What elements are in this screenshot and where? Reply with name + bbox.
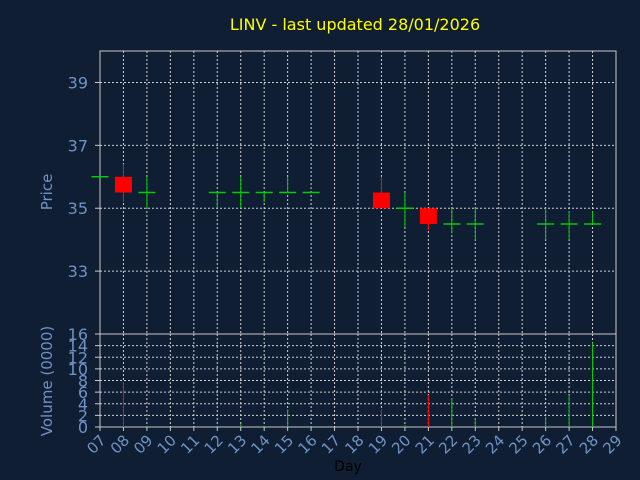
volume-tick-label: 6 [78, 383, 88, 402]
volume-tick-label: 0 [78, 418, 88, 437]
candle [232, 176, 250, 209]
candle [443, 208, 461, 234]
candle [279, 176, 297, 194]
candle [138, 176, 156, 209]
price-tick-label: 39 [68, 73, 88, 92]
candle [208, 191, 226, 209]
candle [372, 176, 390, 209]
volume-tick-label: 14 [68, 337, 88, 356]
candle [584, 211, 602, 225]
candle [466, 208, 484, 240]
volume-bars [122, 342, 594, 427]
candle-body [114, 176, 132, 193]
candle [114, 164, 132, 202]
candle-body [419, 208, 437, 224]
candle [537, 208, 555, 240]
price-axis-label: Price [38, 174, 56, 211]
price-axis: 33 35 37 39 [68, 73, 100, 281]
volume-tick-label: 16 [68, 325, 88, 344]
chart-title: LINV - last updated 28/01/2026 [230, 15, 480, 34]
volume-tick-label: 4 [78, 395, 88, 414]
candles [91, 164, 602, 240]
candle [255, 191, 273, 202]
price-tick-label: 33 [68, 262, 88, 281]
price-tick-label: 37 [68, 136, 88, 155]
volume-tick-label: 8 [78, 372, 88, 391]
volume-tick-label: 2 [78, 406, 88, 425]
candle [419, 208, 437, 231]
volume-tick-label: 10 [68, 360, 88, 379]
volume-axis-label: Volume (0000) [38, 326, 56, 436]
price-tick-label: 35 [68, 199, 88, 218]
x-axis-label: Day [334, 459, 362, 475]
candle [396, 192, 414, 228]
candle-body [372, 192, 390, 209]
candle [560, 211, 578, 240]
volume-tick-label: 12 [68, 348, 88, 367]
